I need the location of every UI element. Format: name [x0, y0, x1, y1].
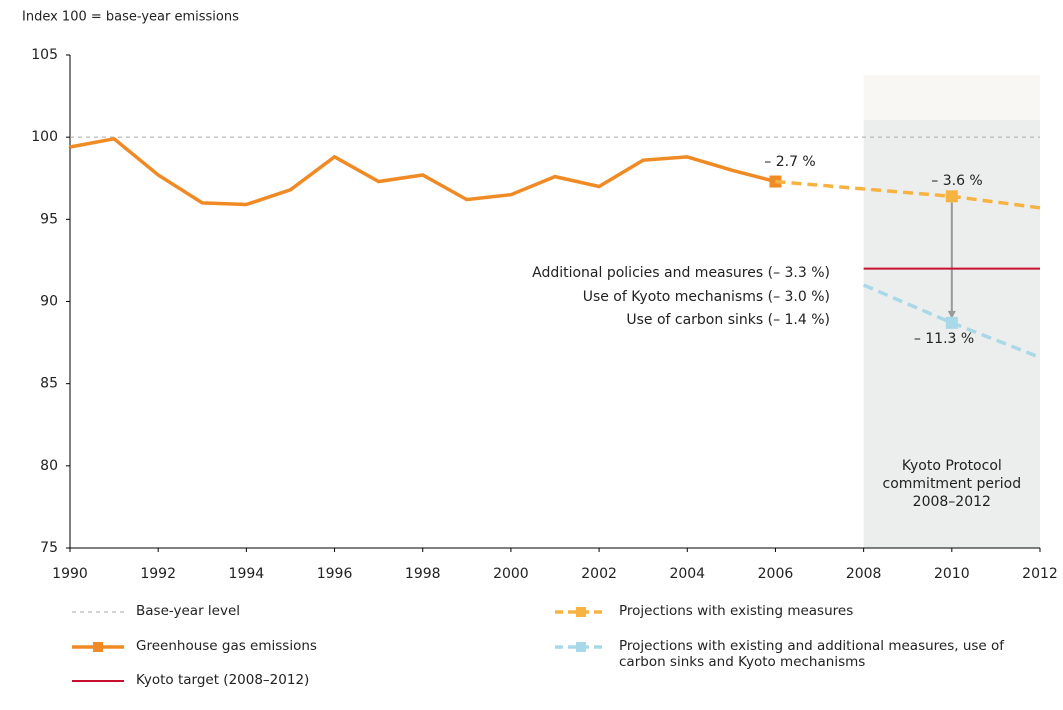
y-tick-label: 90: [40, 294, 58, 310]
series-line: [69, 136, 776, 207]
legend-swatch: [72, 680, 124, 682]
x-tick-label: 2008: [846, 566, 882, 582]
x-tick-label: 2002: [581, 566, 617, 582]
legend-label: Projections with existing measures: [619, 603, 854, 619]
annotation: Use of carbon sinks (– 1.4 %): [626, 312, 830, 328]
legend-item: Base-year level: [70, 603, 370, 621]
legend-label: Greenhouse gas emissions: [136, 638, 317, 654]
x-tick-label: 2004: [669, 566, 705, 582]
x-tick-label: 1996: [317, 566, 353, 582]
legend-item: Projections with existing and additional…: [553, 638, 1033, 670]
annotation: – 2.7 %: [764, 154, 815, 170]
y-tick-label: 85: [40, 376, 58, 392]
legend-swatch: [555, 607, 607, 617]
x-tick-label: 2000: [493, 566, 529, 582]
series-marker: [945, 316, 958, 329]
series-marker: [945, 190, 958, 203]
legend-swatch: [72, 642, 124, 652]
y-tick-label: 105: [31, 47, 58, 63]
x-tick-label: 1992: [140, 566, 176, 582]
legend-swatch: [555, 642, 607, 652]
legend-swatch: [72, 611, 124, 613]
y-tick-label: 100: [31, 129, 58, 145]
legend-marker: [93, 642, 103, 652]
x-tick-label: 1998: [405, 566, 441, 582]
annotation: Additional policies and measures (– 3.3 …: [532, 265, 830, 281]
x-tick-label: 2006: [758, 566, 794, 582]
x-tick-label: 1994: [229, 566, 265, 582]
period-label: 2008–2012: [913, 494, 991, 510]
y-tick-label: 75: [40, 540, 58, 556]
period-label: Kyoto Protocol: [902, 458, 1002, 474]
legend-marker: [576, 642, 586, 652]
reduction-arrowhead: [947, 310, 956, 319]
legend-item: Greenhouse gas emissions: [70, 638, 370, 656]
annotation: – 11.3 %: [914, 331, 974, 347]
period-label: commitment period: [883, 476, 1022, 492]
legend-label: Projections with existing and additional…: [619, 638, 1005, 670]
x-tick-label: 2010: [934, 566, 970, 582]
legend-marker: [576, 607, 586, 617]
y-tick-label: 80: [40, 458, 58, 474]
period-shade-top: [863, 75, 1040, 120]
legend-item: Kyoto target (2008–2012): [70, 672, 370, 690]
y-axis-label: Index 100 = base-year emissions: [22, 10, 239, 25]
legend-label: Base-year level: [136, 603, 241, 619]
x-tick-label: 2012: [1022, 566, 1058, 582]
annotation: – 3.6 %: [931, 173, 982, 189]
annotation: Use of Kyoto mechanisms (– 3.0 %): [583, 289, 830, 305]
y-tick-label: 95: [40, 211, 58, 227]
legend-item: Projections with existing measures: [553, 603, 1033, 621]
legend-label: Kyoto target (2008–2012): [136, 672, 310, 688]
x-tick-label: 1990: [52, 566, 88, 582]
